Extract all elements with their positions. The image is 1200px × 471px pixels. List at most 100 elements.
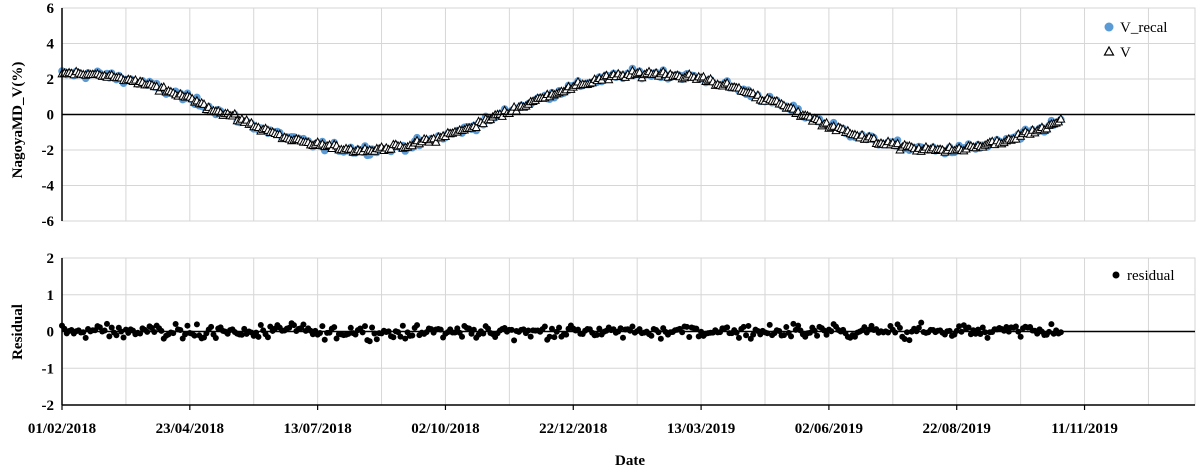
point-v [431,136,441,146]
point-residual [331,324,338,331]
point-residual [212,335,219,342]
point-residual [617,325,624,332]
point-residual [896,324,903,331]
point-residual [1017,333,1024,340]
top-y-tick-label: -4 [42,179,55,195]
point-residual [409,332,416,339]
point-residual [264,334,271,341]
bottom-plot-points [59,319,1064,345]
x-tick-label: 22/08/2019 [923,421,991,437]
point-residual [1003,324,1010,331]
x-tick-label: 23/04/2018 [156,421,224,437]
point-residual [511,337,518,344]
bottom-y-tick-label: 1 [47,288,55,304]
point-residual [193,321,200,328]
point-residual [657,335,664,342]
point-residual [906,337,913,344]
point-residual [783,324,790,331]
point-residual [255,333,262,340]
point-residual [1012,323,1019,330]
point-residual [795,322,802,329]
top-y-tick-label: 0 [47,108,55,124]
top-y-tick-label: -6 [42,214,55,230]
point-residual [184,322,191,329]
bottom-y-tick-label: 2 [47,251,55,267]
point-residual [683,323,690,330]
point-residual [352,331,359,338]
point-residual [172,321,179,328]
point-residual [766,321,773,328]
point-residual [1048,321,1055,328]
point-residual [655,329,662,336]
point-residual [593,331,600,338]
point-residual [321,336,328,343]
axes [61,8,1195,410]
x-tick-label: 02/06/2019 [795,421,863,437]
point-residual [238,331,245,338]
point-residual [366,338,373,345]
point-residual [61,325,68,332]
point-residual [369,324,376,331]
x-tick-label: 01/02/2018 [28,421,96,437]
point-residual [780,332,787,339]
point-residual [979,324,986,331]
top-plot-points [57,64,1066,160]
point-residual [648,332,655,339]
point-residual [596,325,603,332]
x-tick-label: 02/10/2018 [411,421,479,437]
point-residual [290,322,297,329]
point-v [892,138,903,148]
point-residual [399,322,406,329]
point-residual [191,332,198,339]
top-y-tick-label: -2 [42,143,55,159]
point-residual [724,324,731,331]
point-residual [359,329,366,336]
point-residual [686,333,693,340]
point-residual [546,333,553,340]
point-residual [814,332,821,339]
legend-marker-residual [1112,271,1120,279]
point-residual [619,334,626,341]
point-residual [120,334,127,341]
x-tick-label: 13/03/2019 [667,421,735,437]
point-residual [82,334,89,341]
point-residual [679,329,686,336]
point-residual [1057,329,1064,336]
legend-marker-v [1103,45,1115,56]
point-residual [548,325,555,332]
x-tick-label: 11/11/2019 [1051,421,1118,437]
legend-label-residual: residual [1127,268,1174,284]
point-residual [241,325,248,332]
point-residual [695,333,702,340]
point-residual [108,324,115,331]
point-residual [977,330,984,337]
point-residual [735,334,742,341]
point-residual [101,327,108,334]
top-y-tick-label: 6 [47,1,55,17]
legend-marker-v-recal [1104,22,1114,32]
point-residual [459,333,466,340]
point-v [471,122,481,131]
top-y-tick-label: 4 [47,37,55,53]
point-residual [956,323,963,330]
point-residual [892,329,899,336]
point-residual [466,325,473,332]
point-residual [918,319,925,326]
legend-label-v-recal: V_recal [1120,20,1167,36]
point-residual [861,324,868,331]
point-v [386,143,396,153]
point-residual [402,335,409,342]
point-residual [733,329,740,336]
point-residual [373,336,380,343]
point-residual [788,333,795,340]
point-residual [901,335,908,342]
x-tick-label: 13/07/2018 [283,421,351,437]
point-residual [629,323,636,330]
point-residual [984,334,991,341]
point-residual [103,320,110,327]
point-residual [527,333,534,340]
x-axis-title: Date [615,453,645,469]
point-residual [361,323,368,330]
legend-label-v: V [1120,45,1131,61]
